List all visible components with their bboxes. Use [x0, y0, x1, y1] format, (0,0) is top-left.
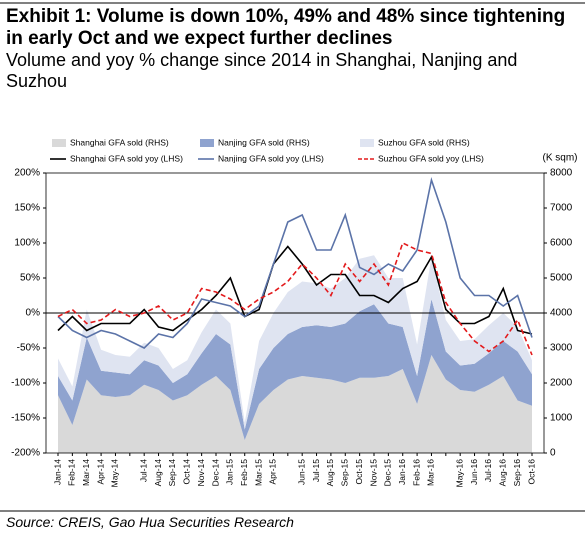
y2-tick-label: 2000	[550, 378, 573, 389]
x-tick-label: Nov-14	[196, 459, 206, 487]
y2-tick-label: 8000	[550, 168, 573, 179]
x-tick-label: Sep-14	[167, 459, 177, 487]
line	[57, 245, 533, 335]
y2-tick-label: 6000	[550, 238, 573, 249]
legend-label: Shanghai GFA sold (RHS)	[70, 137, 169, 147]
y-tick-label: -100%	[11, 378, 40, 389]
legend-label: Nanjing GFA sold yoy (LHS)	[218, 153, 324, 163]
x-tick-label: Oct-15	[354, 459, 364, 485]
legend-label: Suzhou GFA sold yoy (LHS)	[378, 153, 484, 163]
y-tick-label: -50%	[17, 343, 40, 354]
x-tick-label: Jan-14	[52, 459, 62, 485]
x-tick-label: Feb-15	[239, 459, 249, 486]
legend-label: Nanjing GFA sold (RHS)	[218, 137, 310, 147]
x-tick-label: Apr-14	[95, 459, 105, 485]
x-tick-label: Oct-14	[182, 459, 192, 485]
area	[58, 355, 532, 453]
y2-tick-label: 7000	[550, 203, 573, 214]
y-tick-label: 150%	[14, 203, 40, 214]
legend-label: Suzhou GFA sold (RHS)	[378, 137, 470, 147]
y-tick-label: 200%	[14, 168, 40, 179]
x-tick-label: Dec-14	[210, 459, 220, 487]
x-tick-label: Mar-16	[426, 459, 436, 486]
chart-subtitle: Volume and yoy % change since 2014 in Sh…	[6, 50, 518, 91]
x-tick-label: Jul-15	[311, 459, 321, 482]
y2-tick-label: 5000	[550, 273, 573, 284]
x-tick-label: Feb-14	[67, 459, 77, 486]
y2-tick-label: 0	[550, 448, 556, 459]
x-tick-label: Mar-15	[253, 459, 263, 486]
y-tick-label: 50%	[20, 273, 40, 284]
x-tick-label: Feb-16	[411, 459, 421, 486]
x-tick-label: Aug-16	[498, 459, 508, 487]
x-tick-label: Jan-16	[397, 459, 407, 485]
x-tick-label: Apr-15	[268, 459, 278, 485]
line	[57, 241, 533, 356]
y-tick-label: -200%	[11, 448, 40, 459]
x-tick-label: Aug-15	[325, 459, 335, 487]
x-tick-label: Dec-15	[383, 459, 393, 487]
y-tick-label: 0%	[26, 308, 41, 319]
legend-swatch	[360, 139, 374, 147]
x-tick-label: Aug-14	[153, 459, 163, 487]
x-tick-label: Jul-16	[483, 459, 493, 482]
y2-unit: (K sqm)	[543, 153, 578, 164]
header: Exhibit 1: Volume is down 10%, 49% and 4…	[6, 6, 578, 92]
legend-swatch	[52, 139, 66, 147]
y-tick-label: 100%	[14, 238, 40, 249]
y2-tick-label: 3000	[550, 343, 573, 354]
x-tick-label: Jul-14	[138, 459, 148, 482]
line	[57, 176, 533, 349]
x-tick-label: Sep-15	[340, 459, 350, 487]
x-tick-label: Jun-16	[469, 459, 479, 485]
y2-tick-label: 1000	[550, 413, 573, 424]
area	[58, 255, 532, 430]
x-tick-label: May-14	[110, 459, 120, 488]
area	[58, 299, 532, 441]
x-tick-label: Jun-15	[296, 459, 306, 485]
legend-swatch	[200, 139, 214, 147]
source: Source: CREIS, Gao Hua Securities Resear…	[6, 514, 294, 530]
y2-tick-label: 4000	[550, 308, 573, 319]
chart-title: Exhibit 1: Volume is down 10%, 49% and 4…	[6, 6, 566, 49]
x-tick-label: Oct-16	[526, 459, 536, 485]
x-tick-label: May-16	[454, 459, 464, 488]
x-tick-label: Jan-15	[225, 459, 235, 485]
x-tick-label: Sep-16	[512, 459, 522, 487]
y-tick-label: -150%	[11, 413, 40, 424]
legend-label: Shanghai GFA sold yoy (LHS)	[70, 153, 183, 163]
x-tick-label: Mar-14	[81, 459, 91, 486]
x-tick-label: Nov-15	[368, 459, 378, 487]
